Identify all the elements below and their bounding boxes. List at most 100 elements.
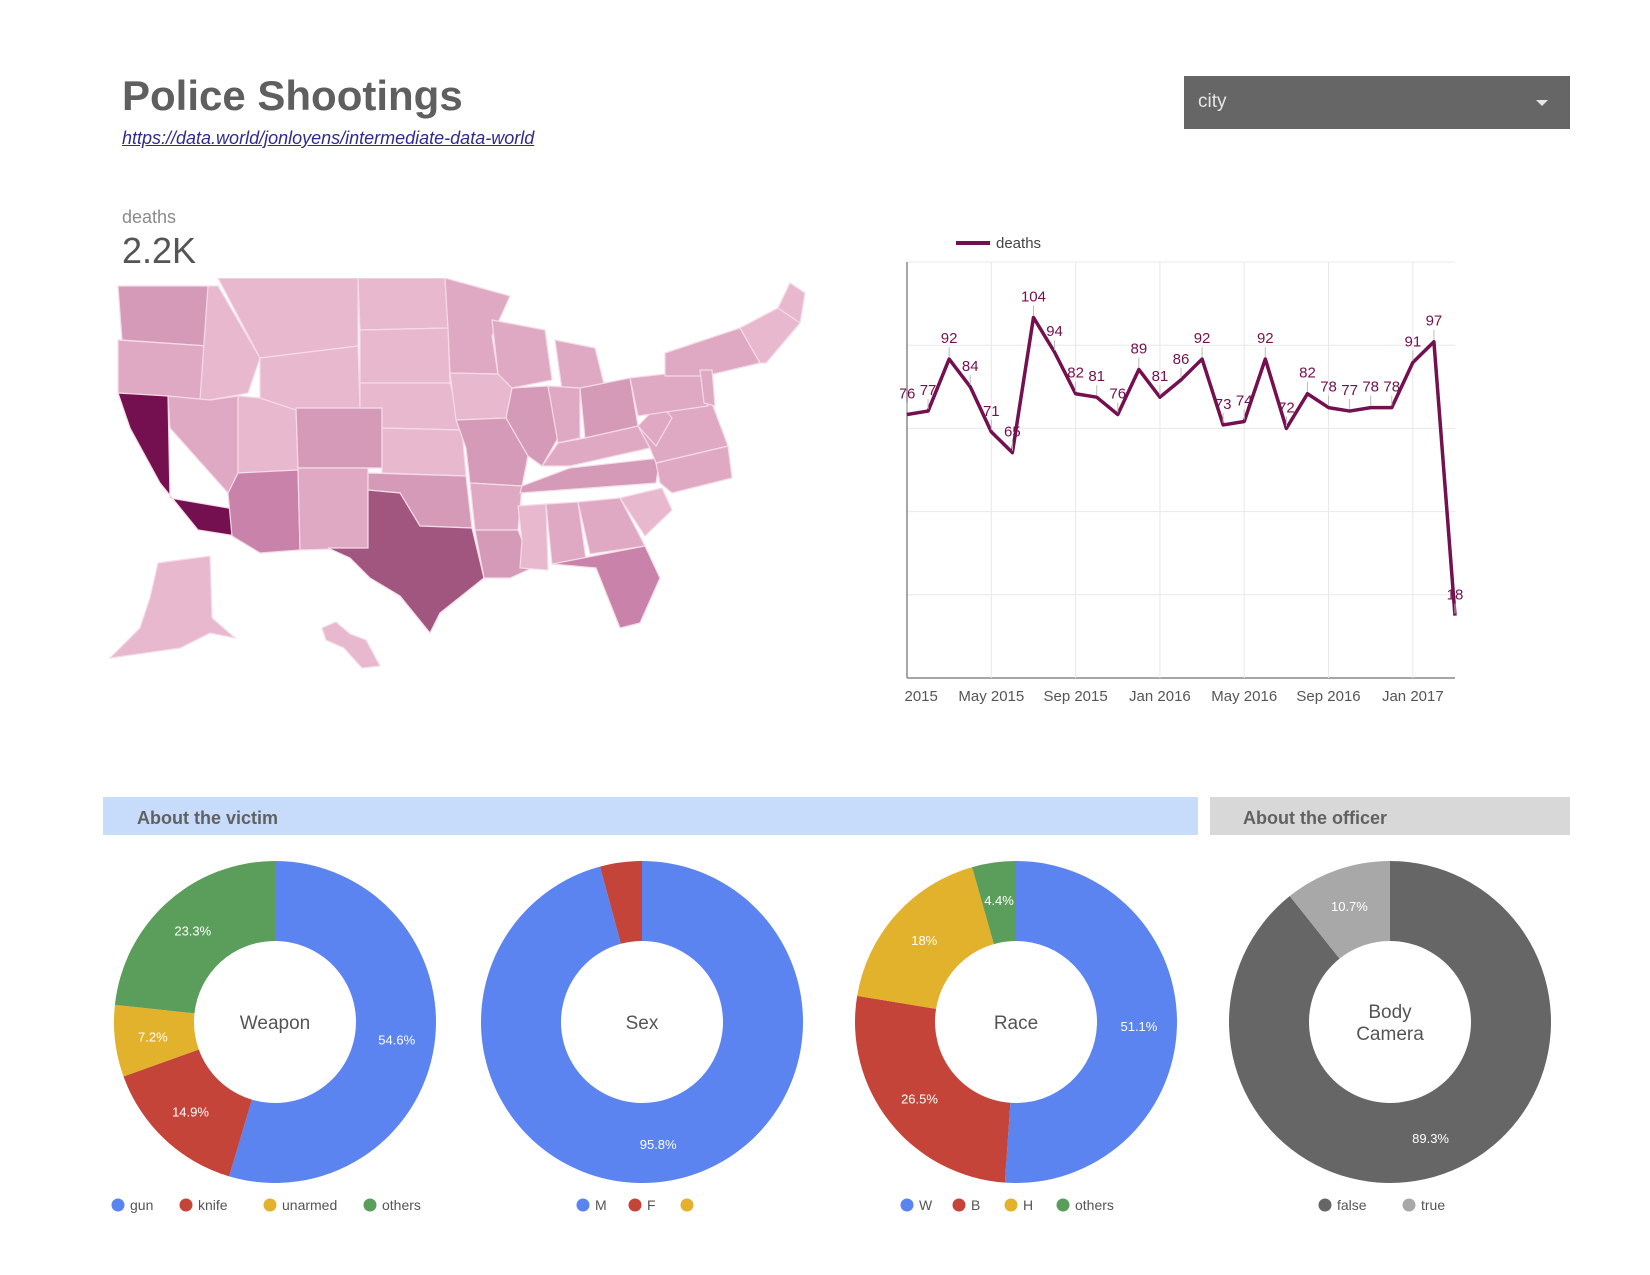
weapon-donut-chart[interactable]: 54.6% 14.9% 7.2% 23.3% Weapon gun knife unarmed… (105, 855, 445, 1225)
slice-W[interactable] (1004, 861, 1178, 1183)
kpi-value: 2.2K (122, 230, 197, 271)
data-label: 76 (900, 386, 915, 403)
slice-unarmed[interactable] (114, 1004, 199, 1077)
legend-label: H (1023, 1197, 1033, 1213)
legend-dot (952, 1198, 966, 1212)
state-in[interactable] (547, 385, 581, 444)
slice-label: 95.8% (640, 1137, 677, 1152)
slice-label: 14.9% (172, 1104, 209, 1119)
us-map[interactable] (100, 278, 850, 708)
data-source-link[interactable]: https://data.world/jonloyens/intermediat… (122, 128, 535, 148)
data-label: 78 (1320, 379, 1337, 396)
section-officer: About the officer (1210, 797, 1570, 835)
data-label: 81 (1152, 368, 1169, 385)
x-tick-label: May 2015 (958, 688, 1024, 705)
city-dropdown[interactable]: city (1184, 76, 1570, 129)
slice-others[interactable] (972, 861, 1016, 945)
state-me[interactable] (777, 282, 806, 325)
legend-dot (680, 1198, 694, 1212)
data-label: 77 (1341, 382, 1358, 399)
x-tick-label: Jan 2016 (1129, 688, 1191, 705)
legend-label: B (971, 1197, 980, 1213)
state-mi[interactable] (554, 339, 606, 391)
data-label: 76 (1109, 386, 1126, 403)
legend-label: deaths (996, 235, 1041, 252)
donut-center-label: Sex (626, 1013, 659, 1034)
state-ms[interactable] (517, 503, 549, 571)
page-title: Police Shootings (122, 72, 463, 119)
slice-label: 23.3% (174, 924, 211, 939)
slice-others[interactable] (114, 861, 275, 1014)
state-tx[interactable] (327, 489, 485, 635)
state-ut[interactable] (237, 395, 299, 474)
data-label: 71 (983, 403, 1000, 420)
x-tick-label: Jan 2015 (900, 688, 938, 705)
state-or[interactable] (117, 339, 209, 401)
state-az[interactable] (227, 469, 301, 554)
state-sd[interactable] (359, 327, 451, 384)
kpi-label: deaths (122, 207, 177, 227)
legend-dot (900, 1198, 914, 1212)
chevron-down-icon (1536, 100, 1548, 106)
state-nm[interactable] (297, 467, 369, 551)
slice-gun[interactable] (229, 861, 436, 1183)
legend-dot (576, 1198, 590, 1212)
slice-true[interactable] (1289, 861, 1390, 959)
data-label: 92 (941, 330, 958, 347)
city-dropdown-value: city (1198, 91, 1227, 112)
state-hi[interactable] (321, 621, 381, 669)
state-ny[interactable] (664, 327, 761, 377)
legend-dot (111, 1198, 125, 1212)
slice-B[interactable] (855, 995, 1011, 1183)
x-tick-label: May 2016 (1211, 688, 1277, 705)
state-ak[interactable] (108, 555, 238, 659)
data-label: 91 (1405, 334, 1422, 351)
legend-label: F (647, 1197, 656, 1213)
legend-dot (1056, 1198, 1070, 1212)
x-tick-label: Sep 2016 (1296, 688, 1360, 705)
state-wi[interactable] (491, 319, 553, 389)
state-wa[interactable] (117, 285, 209, 347)
state-nd[interactable] (357, 278, 449, 331)
slice-label: 7.2% (138, 1030, 168, 1045)
slice-label: 18% (911, 933, 937, 948)
data-label: 86 (1173, 351, 1190, 368)
data-label: 73 (1215, 396, 1232, 413)
slice-false[interactable] (1229, 861, 1551, 1183)
legend-dot (363, 1198, 377, 1212)
legend-label: unarmed (282, 1197, 337, 1213)
slice-knife[interactable] (123, 1049, 252, 1177)
slice-F[interactable] (600, 861, 642, 944)
state-sc[interactable] (619, 487, 673, 537)
state-ar[interactable] (469, 482, 523, 531)
state-ia[interactable] (449, 372, 513, 421)
slice-H[interactable] (857, 867, 994, 1009)
sex-donut-chart[interactable]: 95.8% Sex M F (472, 855, 812, 1225)
data-label: 84 (962, 358, 979, 375)
slice-label: 51.1% (1120, 1019, 1157, 1034)
legend-label: knife (198, 1197, 228, 1213)
deaths-series-line[interactable] (906, 315, 1457, 616)
slice-label: 26.5% (901, 1091, 938, 1106)
data-label: 82 (1299, 365, 1316, 382)
data-label: 81 (1088, 368, 1105, 385)
state-co[interactable] (295, 407, 383, 469)
slice-label: 89.3% (1412, 1131, 1449, 1146)
donut-center-label: Body (1368, 1002, 1412, 1023)
data-label: 94 (1046, 323, 1063, 340)
legend-label: W (919, 1197, 933, 1213)
data-label: 77 (920, 382, 937, 399)
state-nj[interactable] (699, 369, 716, 407)
state-nv[interactable] (167, 395, 239, 494)
slice-label: 10.7% (1331, 899, 1368, 914)
data-label: 18 (1447, 587, 1464, 604)
state-fl[interactable] (551, 545, 661, 629)
state-ks[interactable] (381, 427, 467, 477)
data-label: 78 (1362, 379, 1379, 396)
donut-center-label: Race (994, 1013, 1038, 1034)
legend-label: M (595, 1197, 607, 1213)
slice-M[interactable] (480, 861, 803, 1183)
